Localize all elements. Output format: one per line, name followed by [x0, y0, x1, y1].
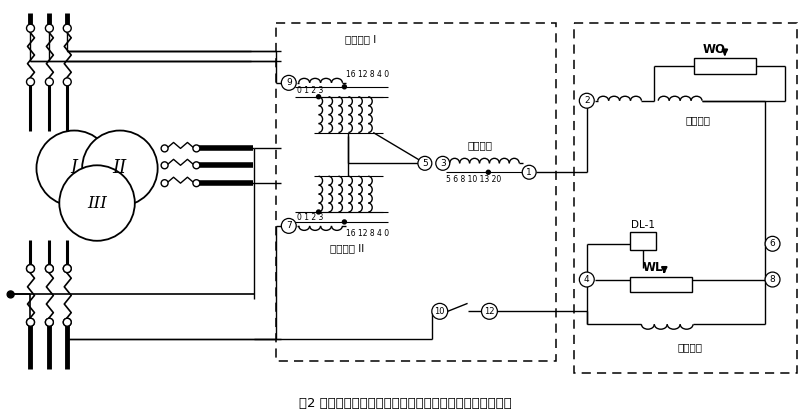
- Bar: [694, 58, 756, 74]
- Circle shape: [45, 318, 53, 326]
- Circle shape: [161, 162, 168, 169]
- Circle shape: [418, 156, 432, 170]
- Circle shape: [63, 265, 71, 273]
- Circle shape: [343, 85, 347, 89]
- Text: 6: 6: [770, 239, 775, 248]
- Circle shape: [193, 145, 200, 152]
- Text: 12: 12: [484, 307, 495, 316]
- Text: I: I: [70, 159, 78, 177]
- Text: 16 12 8 4 0: 16 12 8 4 0: [347, 229, 390, 238]
- Text: 短路绕组: 短路绕组: [685, 116, 710, 126]
- Circle shape: [63, 78, 71, 86]
- Circle shape: [36, 131, 112, 206]
- Text: 0 1 2 3: 0 1 2 3: [296, 213, 323, 222]
- Text: 10: 10: [434, 307, 445, 316]
- Circle shape: [161, 180, 168, 186]
- Text: 平衡绕组 II: 平衡绕组 II: [330, 243, 364, 253]
- Circle shape: [579, 93, 595, 108]
- Circle shape: [522, 165, 536, 179]
- Circle shape: [63, 265, 71, 273]
- Text: 8: 8: [770, 275, 775, 284]
- Text: 0 1 2 3: 0 1 2 3: [296, 86, 323, 95]
- Circle shape: [45, 24, 53, 32]
- Circle shape: [27, 265, 35, 273]
- Circle shape: [486, 170, 490, 174]
- Circle shape: [45, 78, 53, 86]
- Bar: [573, 23, 797, 373]
- Bar: [630, 232, 656, 250]
- Text: III: III: [87, 194, 107, 212]
- Circle shape: [432, 303, 448, 319]
- Circle shape: [765, 236, 780, 251]
- Circle shape: [63, 318, 71, 326]
- Circle shape: [317, 95, 321, 99]
- Circle shape: [63, 318, 71, 326]
- Circle shape: [161, 145, 168, 152]
- Circle shape: [436, 156, 450, 170]
- Circle shape: [193, 162, 200, 169]
- Circle shape: [59, 165, 134, 241]
- Circle shape: [27, 78, 35, 86]
- Text: 2: 2: [584, 96, 590, 105]
- Text: 16 12 8 4 0: 16 12 8 4 0: [347, 70, 390, 79]
- Text: 5: 5: [422, 159, 428, 168]
- Circle shape: [193, 180, 200, 186]
- Text: WO: WO: [702, 43, 726, 56]
- Text: 工作绕组: 工作绕组: [467, 140, 492, 150]
- Circle shape: [63, 24, 71, 32]
- Circle shape: [765, 272, 780, 287]
- Text: 1: 1: [526, 168, 532, 177]
- Text: II: II: [113, 159, 127, 177]
- Circle shape: [45, 318, 53, 326]
- Circle shape: [27, 24, 35, 32]
- Text: 3: 3: [440, 159, 446, 168]
- Text: 9: 9: [286, 78, 292, 87]
- Text: 5 6 8 10 13 20: 5 6 8 10 13 20: [446, 175, 501, 184]
- Text: 二次绕组: 二次绕组: [678, 342, 702, 352]
- Text: 7: 7: [286, 221, 292, 230]
- Circle shape: [343, 220, 347, 224]
- Text: 4: 4: [584, 275, 590, 284]
- Bar: [630, 277, 692, 292]
- Text: 平衡绕组 I: 平衡绕组 I: [345, 34, 377, 44]
- Circle shape: [281, 218, 296, 233]
- Circle shape: [317, 210, 321, 214]
- Circle shape: [45, 265, 53, 273]
- Circle shape: [45, 265, 53, 273]
- Circle shape: [7, 291, 14, 298]
- Circle shape: [281, 75, 296, 91]
- Circle shape: [27, 265, 35, 273]
- Circle shape: [82, 131, 158, 206]
- Text: WL: WL: [643, 261, 663, 274]
- Circle shape: [579, 272, 595, 287]
- Circle shape: [481, 303, 497, 319]
- Text: 图2 继电器内部接线及保护三绕组电力变压器的原理接线图: 图2 继电器内部接线及保护三绕组电力变压器的原理接线图: [299, 397, 511, 410]
- Text: DL-1: DL-1: [632, 220, 655, 230]
- Circle shape: [27, 318, 35, 326]
- Circle shape: [27, 318, 35, 326]
- Bar: [276, 23, 556, 361]
